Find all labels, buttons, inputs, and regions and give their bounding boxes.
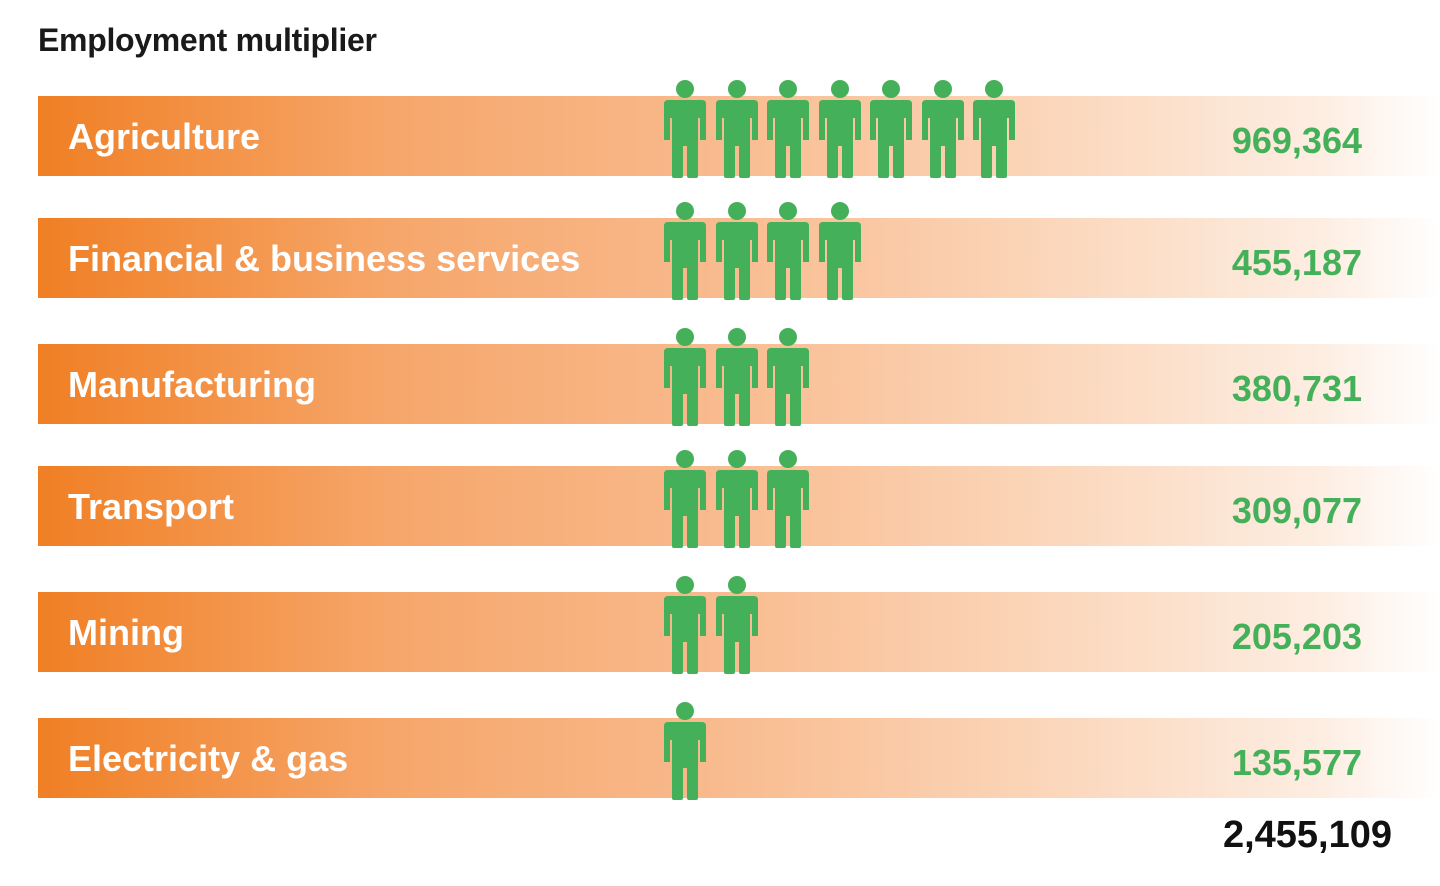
person-icon <box>767 202 809 300</box>
person-icon <box>973 80 1015 178</box>
people-icons <box>664 450 1184 550</box>
person-icon <box>818 80 861 178</box>
person-icon <box>664 702 706 800</box>
category-label: Financial & business services <box>68 238 581 279</box>
person-icon <box>664 202 706 300</box>
person-icon <box>818 202 861 300</box>
chart-row-mining: Mining 205,203 <box>0 576 1440 676</box>
chart-row-transport: Transport 309,077 <box>0 450 1440 550</box>
category-label: Manufacturing <box>68 364 316 405</box>
category-label: Mining <box>68 612 184 653</box>
category-label: Electricity & gas <box>68 738 349 779</box>
person-icon <box>715 450 758 548</box>
person-icon <box>664 328 706 426</box>
person-icon <box>767 450 809 548</box>
people-icons <box>664 702 1184 802</box>
person-icon <box>767 328 809 426</box>
person-icon <box>715 328 758 426</box>
total-value: 2,455,109 <box>1222 814 1392 856</box>
people-icons <box>664 80 1184 180</box>
person-icon <box>715 202 758 300</box>
person-icon <box>767 80 809 178</box>
chart-row-agriculture: Agriculture 969,364 <box>0 80 1440 180</box>
people-icons <box>664 202 1184 302</box>
person-icon <box>664 450 706 548</box>
person-icon <box>664 80 706 178</box>
row-band <box>38 718 1440 798</box>
person-icon <box>664 576 706 674</box>
category-label: Agriculture <box>68 116 261 157</box>
value-label: 205,203 <box>1231 616 1362 657</box>
chart-title: Employment multiplier <box>38 22 377 58</box>
person-icon <box>921 80 964 178</box>
chart-row-financial-business-services: Financial & business services 455,187 <box>0 202 1440 302</box>
category-label: Transport <box>68 486 235 527</box>
people-icons <box>664 576 1184 676</box>
person-icon <box>715 80 758 178</box>
value-label: 309,077 <box>1231 490 1362 531</box>
value-label: 455,187 <box>1231 242 1362 283</box>
value-label: 135,577 <box>1231 742 1362 783</box>
chart-row-electricity-gas: Electricity & gas 135,577 <box>0 702 1440 802</box>
value-label: 380,731 <box>1231 368 1362 409</box>
chart-row-manufacturing: Manufacturing 380,731 <box>0 328 1440 428</box>
person-icon <box>870 80 912 178</box>
person-icon <box>715 576 758 674</box>
people-icons <box>664 328 1184 428</box>
value-label: 969,364 <box>1231 120 1362 161</box>
